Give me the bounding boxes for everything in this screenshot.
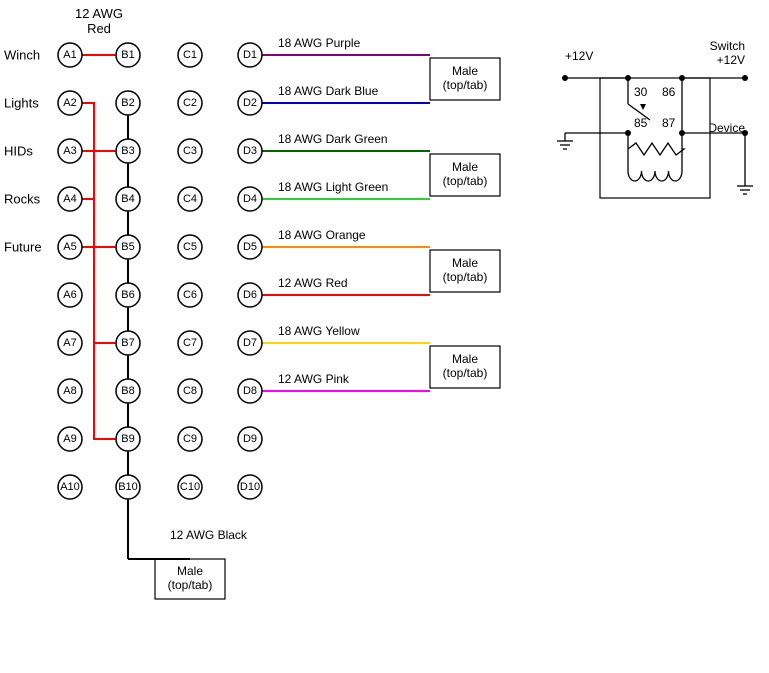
wiring-diagram: 12 AWGRed12 AWG BlackMale(top/tab)Male(t… — [0, 0, 769, 673]
pin-D8-label: D8 — [243, 385, 257, 397]
svg-text:Switch: Switch — [710, 39, 745, 53]
pin-B8-label: B8 — [121, 385, 134, 397]
svg-text:(top/tab): (top/tab) — [168, 578, 213, 592]
pin-B2-label: B2 — [121, 97, 134, 109]
svg-text:(top/tab): (top/tab) — [443, 366, 488, 380]
svg-text:Male: Male — [452, 64, 478, 78]
pin-A1-label: A1 — [63, 49, 76, 61]
pin-B4-label: B4 — [121, 193, 134, 205]
pin-D9-label: D9 — [243, 433, 257, 445]
svg-text:(top/tab): (top/tab) — [443, 270, 488, 284]
pin-A10-label: A10 — [60, 481, 80, 493]
svg-text:Male: Male — [177, 564, 203, 578]
pin-B9-label: B9 — [121, 433, 134, 445]
pin-C6-label: C6 — [183, 289, 197, 301]
pin-D4-label: D4 — [243, 193, 257, 205]
wire-d8-label: 12 AWG Pink — [278, 372, 350, 386]
pin-B10-label: B10 — [118, 481, 138, 493]
svg-text:85: 85 — [634, 116, 648, 130]
pin-C7-label: C7 — [183, 337, 197, 349]
pin-A8-label: A8 — [63, 385, 76, 397]
pin-D1-label: D1 — [243, 49, 257, 61]
pin-D6-label: D6 — [243, 289, 257, 301]
wire-d6-label: 12 AWG Red — [278, 276, 348, 290]
pin-C5-label: C5 — [183, 241, 197, 253]
pin-C9-label: C9 — [183, 433, 197, 445]
svg-text:(top/tab): (top/tab) — [443, 78, 488, 92]
svg-text:30: 30 — [634, 85, 648, 99]
pin-A6-label: A6 — [63, 289, 76, 301]
pin-A3-label: A3 — [63, 145, 76, 157]
row-label-3: HIDs — [4, 144, 33, 159]
row-label-2: Lights — [4, 96, 39, 111]
pin-C2-label: C2 — [183, 97, 197, 109]
svg-text:Male: Male — [452, 352, 478, 366]
pin-A9-label: A9 — [63, 433, 76, 445]
pin-C1-label: C1 — [183, 49, 197, 61]
wire-d3-label: 18 AWG Dark Green — [278, 132, 388, 146]
pin-B1-label: B1 — [121, 49, 134, 61]
svg-text:+12V: +12V — [565, 49, 593, 63]
pin-C4-label: C4 — [183, 193, 197, 205]
pin-B3-label: B3 — [121, 145, 134, 157]
pin-D2-label: D2 — [243, 97, 257, 109]
row-label-5: Future — [4, 240, 42, 255]
row-label-1: Winch — [4, 48, 40, 63]
pin-C3-label: C3 — [183, 145, 197, 157]
pin-D10-label: D10 — [240, 481, 260, 493]
svg-text:87: 87 — [662, 116, 676, 130]
pin-D5-label: D5 — [243, 241, 257, 253]
wire-d5-label: 18 AWG Orange — [278, 228, 366, 242]
wire-a2-b3 — [82, 103, 116, 151]
wire-d4-label: 18 AWG Light Green — [278, 180, 388, 194]
svg-text:(top/tab): (top/tab) — [443, 174, 488, 188]
svg-text:86: 86 — [662, 85, 676, 99]
pin-C10-label: C10 — [180, 481, 200, 493]
pin-D3-label: D3 — [243, 145, 257, 157]
pin-B5-label: B5 — [121, 241, 134, 253]
pin-A2-label: A2 — [63, 97, 76, 109]
ground-bus-label: 12 AWG Black — [170, 528, 248, 542]
pin-B6-label: B6 — [121, 289, 134, 301]
svg-text:+12V: +12V — [717, 53, 745, 67]
svg-text:12 AWG: 12 AWG — [75, 6, 123, 21]
wire-d1-label: 18 AWG Purple — [278, 36, 361, 50]
pin-A4-label: A4 — [63, 193, 76, 205]
wire-d2-label: 18 AWG Dark Blue — [278, 84, 379, 98]
wire-a4-b7 — [82, 199, 116, 343]
row-label-4: Rocks — [4, 192, 41, 207]
wire-d7-label: 18 AWG Yellow — [278, 324, 360, 338]
svg-text:Red: Red — [87, 21, 111, 36]
pin-C8-label: C8 — [183, 385, 197, 397]
pin-D7-label: D7 — [243, 337, 257, 349]
svg-text:Male: Male — [452, 160, 478, 174]
pin-A5-label: A5 — [63, 241, 76, 253]
pin-B7-label: B7 — [121, 337, 134, 349]
svg-text:Male: Male — [452, 256, 478, 270]
relay-box — [600, 78, 710, 198]
pin-A7-label: A7 — [63, 337, 76, 349]
